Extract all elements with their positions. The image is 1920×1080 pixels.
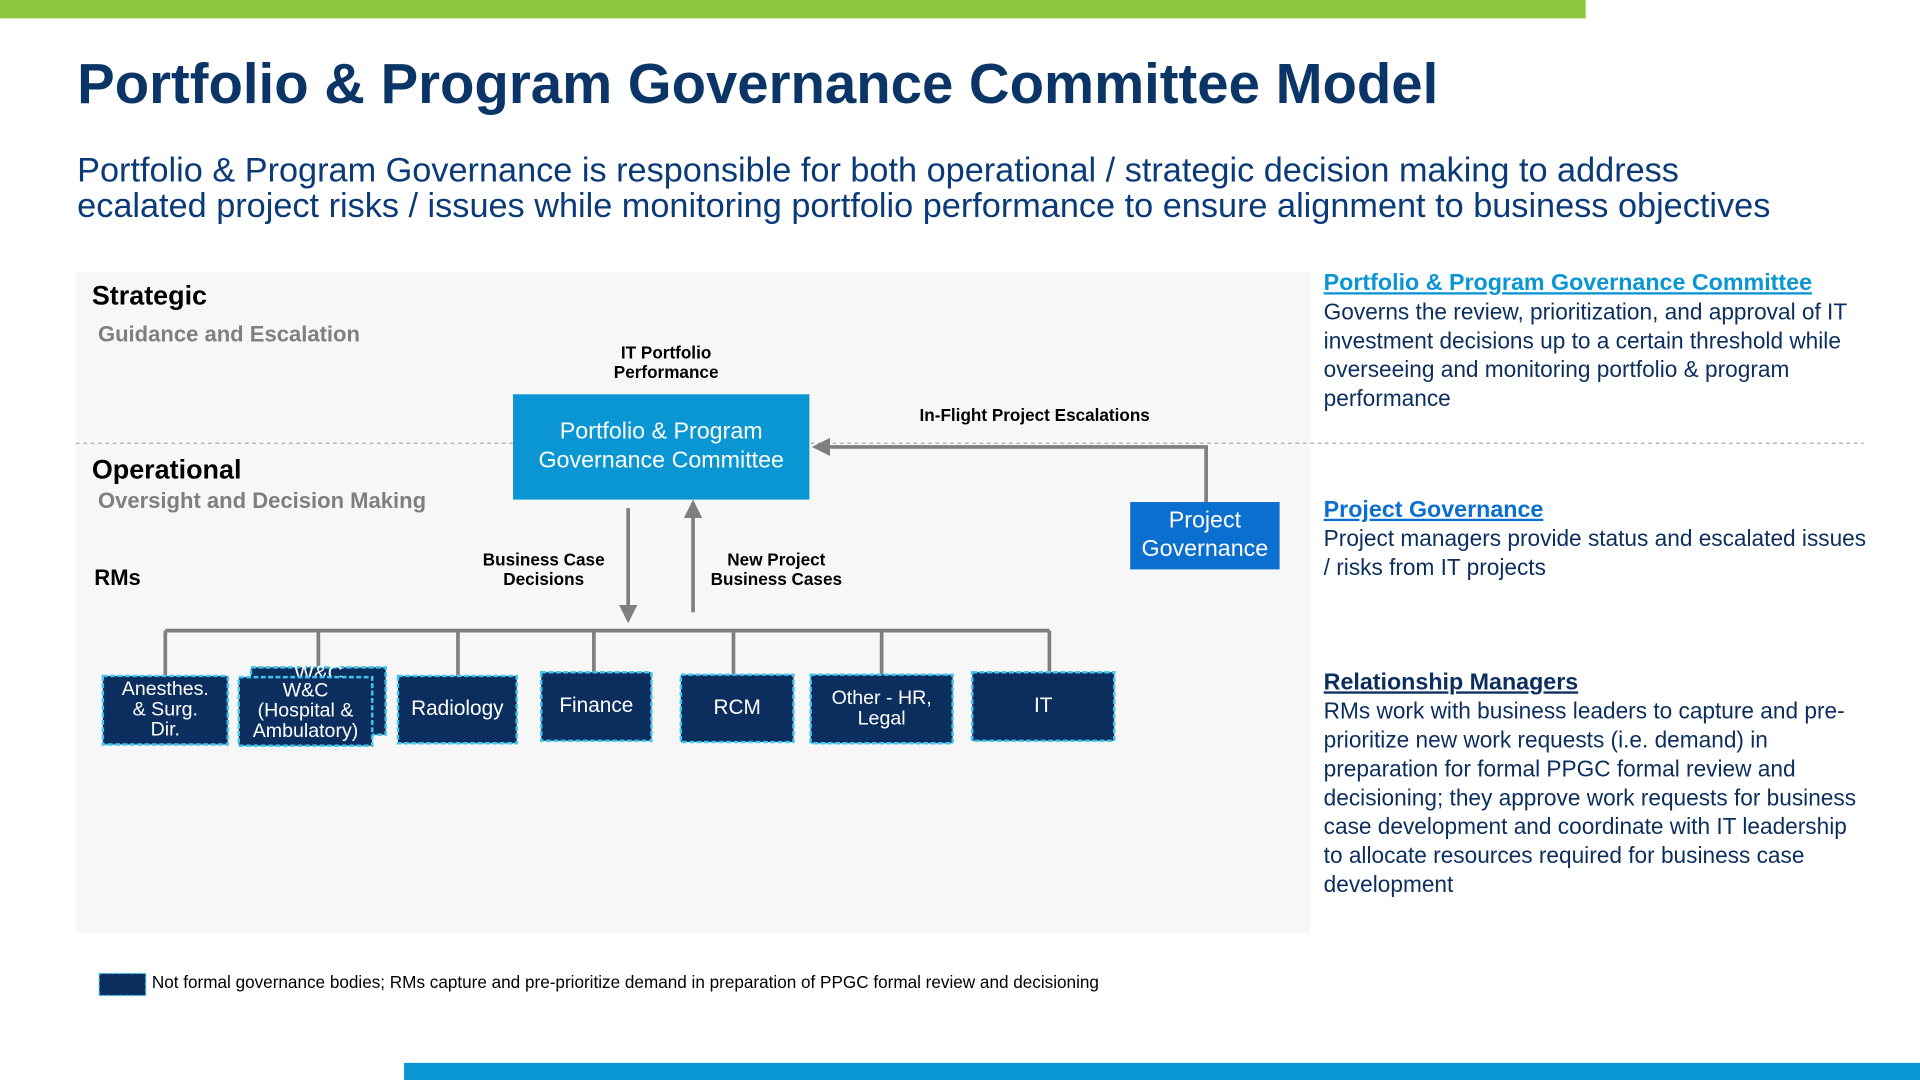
sidebar-text: Governs the review, prioritization, and … — [1324, 298, 1848, 324]
sidebar-text: decisioning; they approve work requests … — [1324, 784, 1856, 810]
rm-label: (Hospital & — [258, 700, 354, 722]
sidebar-text: prioritize new work requests (i.e. deman… — [1324, 727, 1768, 753]
rm-node — [809, 673, 954, 745]
title: Portfolio & Program Governance Committee… — [77, 52, 1438, 115]
flow-label: Business Cases — [711, 569, 842, 589]
rm-label: Ambulatory) — [253, 720, 359, 742]
rm-label: Radiology — [411, 697, 504, 720]
node-label: Governance Committee — [538, 446, 784, 472]
sidebar-text: overseeing and monitoring portfolio & pr… — [1324, 356, 1790, 382]
node-label: Project — [1169, 506, 1242, 532]
flow-label: Decisions — [503, 569, 584, 589]
bottom-bar — [404, 1062, 1920, 1080]
sidebar-text: / risks from IT projects — [1324, 554, 1546, 580]
rm-node — [396, 674, 518, 745]
top-bar — [0, 0, 1586, 19]
flow-label: New Project — [727, 549, 825, 569]
level-sublabel: Guidance and Escalation — [98, 321, 360, 346]
rm-label: Finance — [559, 694, 633, 717]
rm-node — [679, 673, 795, 744]
governance-node — [513, 394, 810, 500]
sidebar-heading: Relationship Managers — [1324, 668, 1579, 694]
sidebar-heading: Project Governance — [1324, 496, 1544, 522]
level-sublabel: Oversight and Decision Making — [98, 488, 426, 513]
rm-label: IT — [1034, 694, 1053, 717]
rm-label: RCM — [713, 696, 760, 719]
rm-label: Legal — [858, 707, 906, 729]
rm-label: Anesthes. — [122, 678, 209, 700]
flow-label: Business Case — [483, 549, 605, 569]
rm-label: Other - HR, — [832, 687, 932, 709]
rms-label: RMs — [94, 565, 141, 590]
rm-node — [971, 671, 1116, 743]
flow-label: IT Portfolio — [621, 342, 711, 362]
sidebar-text: development — [1324, 871, 1454, 897]
rm-node — [540, 671, 653, 743]
flow-label: Performance — [614, 362, 719, 382]
governance-node — [1130, 502, 1280, 570]
sidebar-text: RMs work with business leaders to captur… — [1324, 698, 1845, 724]
sidebar-text: to allocate resources required for busin… — [1324, 842, 1805, 868]
rm-node — [101, 674, 229, 746]
rm-node — [237, 675, 374, 747]
connectors — [163, 437, 1208, 676]
legend-swatch — [98, 972, 147, 997]
sidebar-heading: Portfolio & Program Governance Committee — [1324, 269, 1812, 295]
sidebar-text: investment decisions up to a certain thr… — [1324, 327, 1841, 353]
subtitle: ecalated project risks / issues while mo… — [77, 187, 1770, 225]
sidebar-text: performance — [1324, 385, 1451, 411]
sidebar-text: preparation for formal PPGC formal revie… — [1324, 755, 1796, 781]
rm-label: Dir. — [151, 719, 180, 741]
node-label: Portfolio & Program — [560, 418, 763, 444]
level-label: Strategic — [92, 281, 207, 311]
node-label: Governance — [1142, 535, 1269, 561]
sidebar-text: Project managers provide status and esca… — [1324, 525, 1866, 551]
rm-label: & Surg. — [133, 698, 198, 720]
sidebar-text: case development and coordinate with IT … — [1324, 813, 1847, 839]
legend-text: Not formal governance bodies; RMs captur… — [152, 972, 1099, 992]
level-label: Operational — [92, 455, 242, 485]
subtitle: Portfolio & Program Governance is respon… — [77, 152, 1679, 190]
flow-label: In-Flight Project Escalations — [920, 405, 1150, 425]
rm-label: W&C — [283, 679, 329, 701]
